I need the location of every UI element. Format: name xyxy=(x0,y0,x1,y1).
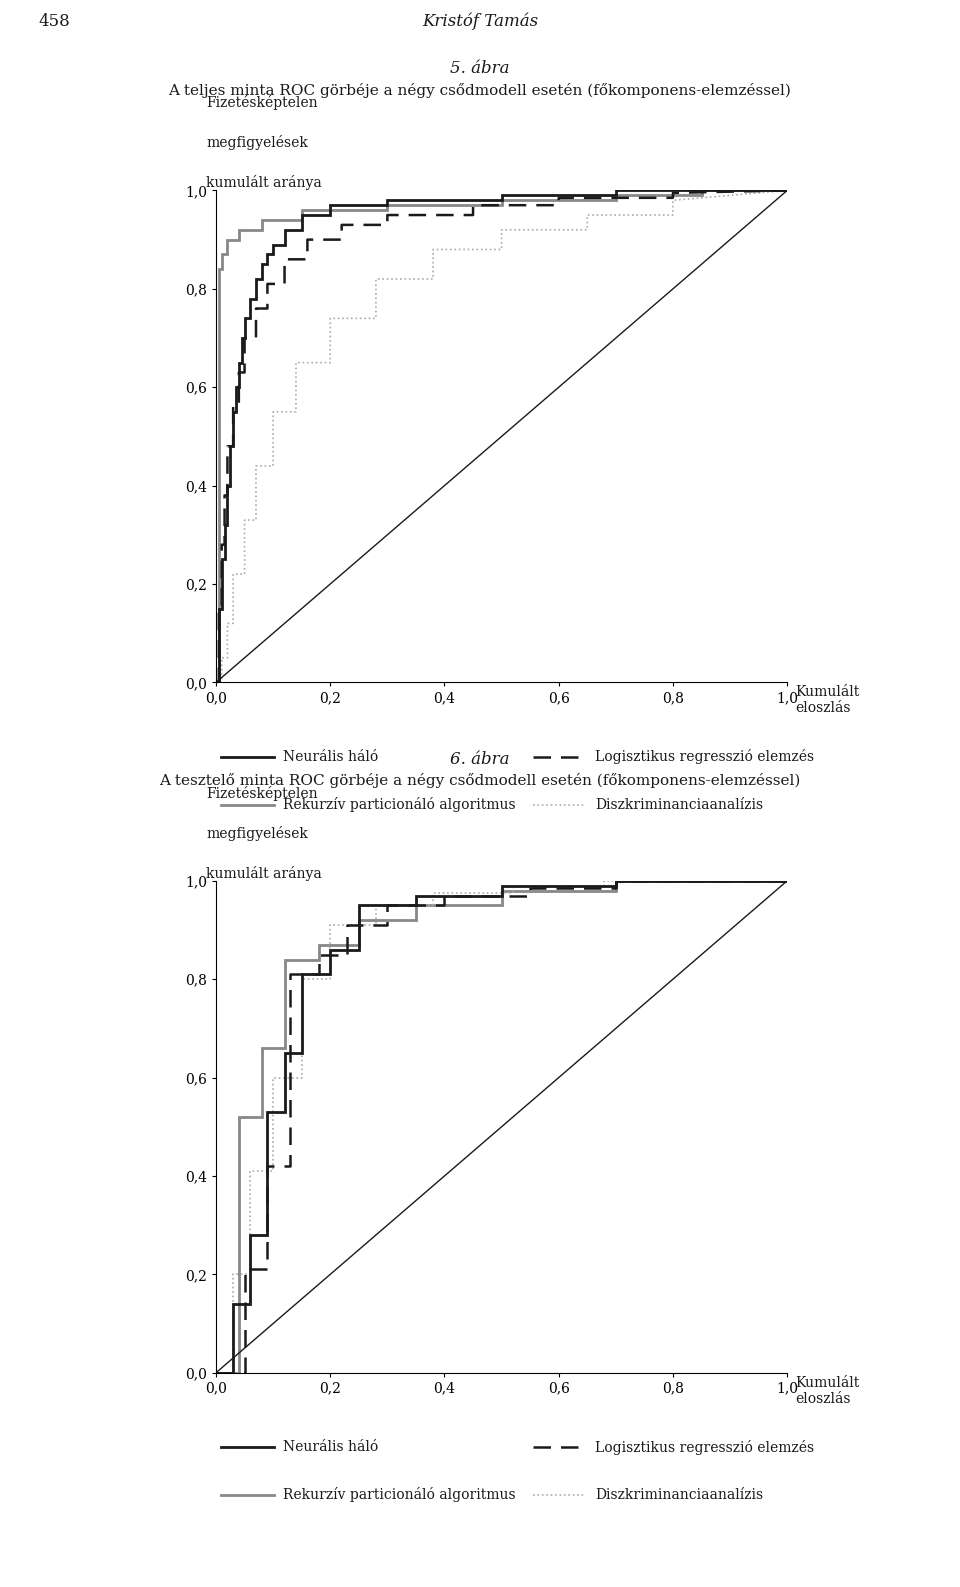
Text: 5. ábra: 5. ábra xyxy=(450,60,510,78)
Text: Rekurzív particionáló algoritmus: Rekurzív particionáló algoritmus xyxy=(283,797,516,813)
Text: megfigyelések: megfigyelések xyxy=(206,825,308,841)
Text: megfigyelések: megfigyelések xyxy=(206,135,308,151)
Text: Neurális háló: Neurális háló xyxy=(283,1441,378,1454)
Text: A teljes minta ROC görbéje a négy csődmodell esetén (főkomponens-elemzéssel): A teljes minta ROC görbéje a négy csődmo… xyxy=(169,83,791,97)
Text: A tesztelő minta ROC görbéje a négy csődmodell esetén (főkomponens-elemzéssel): A tesztelő minta ROC görbéje a négy csőd… xyxy=(159,773,801,787)
Text: Kumulált
eloszlás: Kumulált eloszlás xyxy=(796,1376,860,1406)
Text: Diszkriminanciaanalízis: Diszkriminanciaanalízis xyxy=(595,798,763,811)
Text: Kristóf Tamás: Kristóf Tamás xyxy=(422,13,538,30)
Text: kumulált aránya: kumulált aránya xyxy=(206,176,323,190)
Text: Diszkriminanciaanalízis: Diszkriminanciaanalízis xyxy=(595,1489,763,1501)
Text: 458: 458 xyxy=(38,13,70,30)
Text: Logisztikus regresszió elemzés: Logisztikus regresszió elemzés xyxy=(595,1439,814,1455)
Text: Rekurzív particionáló algoritmus: Rekurzív particionáló algoritmus xyxy=(283,1487,516,1503)
Text: Fizetésképtelen: Fizetésképtelen xyxy=(206,786,318,801)
Text: Kumulált
eloszlás: Kumulált eloszlás xyxy=(796,686,860,716)
Text: 6. ábra: 6. ábra xyxy=(450,751,510,768)
Text: Neurális háló: Neurális háló xyxy=(283,751,378,763)
Text: Logisztikus regresszió elemzés: Logisztikus regresszió elemzés xyxy=(595,749,814,765)
Text: Fizetésképtelen: Fizetésképtelen xyxy=(206,95,318,111)
Text: kumulált aránya: kumulált aránya xyxy=(206,867,323,881)
